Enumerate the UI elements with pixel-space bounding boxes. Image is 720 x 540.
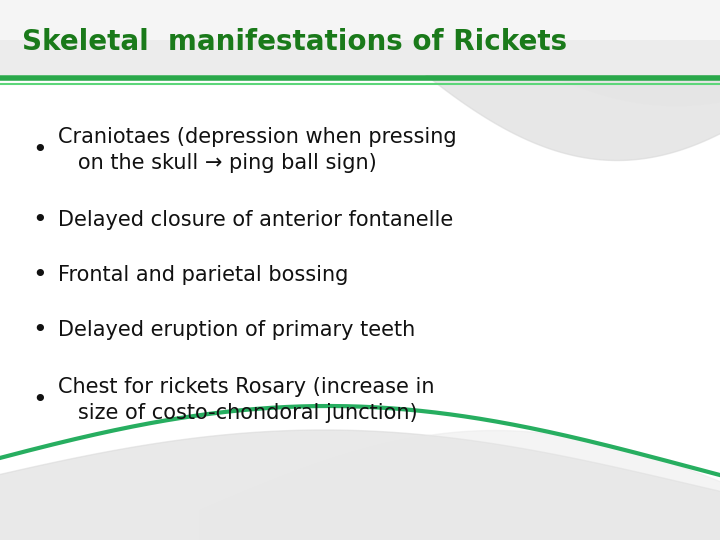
Text: Chest for rickets Rosary (increase in
   size of costo-chondoral junction): Chest for rickets Rosary (increase in si…	[58, 377, 434, 423]
Text: •: •	[32, 138, 47, 162]
Text: •: •	[32, 208, 47, 232]
Text: Skeletal  manifestations of Rickets: Skeletal manifestations of Rickets	[22, 28, 567, 56]
Text: •: •	[32, 318, 47, 342]
Text: •: •	[32, 388, 47, 412]
Text: •: •	[32, 263, 47, 287]
Text: Delayed eruption of primary teeth: Delayed eruption of primary teeth	[58, 320, 415, 340]
Bar	[0, 0, 720, 40]
Text: Delayed closure of anterior fontanelle: Delayed closure of anterior fontanelle	[58, 210, 454, 230]
Text: Frontal and parietal bossing: Frontal and parietal bossing	[58, 265, 348, 285]
Bar	[0, 0, 720, 75]
Text: Craniotaes (depression when pressing
   on the skull → ping ball sign): Craniotaes (depression when pressing on …	[58, 127, 456, 173]
